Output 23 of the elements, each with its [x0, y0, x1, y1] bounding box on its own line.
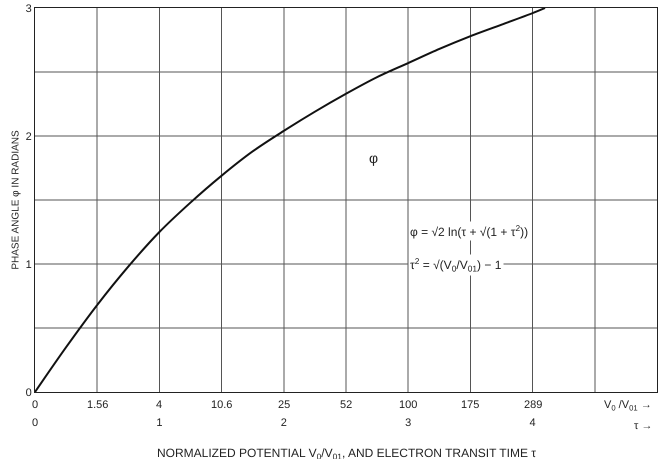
y-tick-label: 0	[26, 386, 32, 399]
text: 175	[461, 399, 480, 411]
x-tick-label: 2	[280, 417, 287, 430]
text: τ →	[634, 420, 652, 432]
text: V$_{0}$ /V$_{01}$ →	[604, 399, 652, 412]
annotation: φ = √2 ln(τ + √(1 + τ$^{2}$))	[410, 223, 528, 240]
text: 100	[399, 399, 418, 411]
text: 289	[524, 399, 542, 411]
x-tick-label: 1	[156, 417, 162, 430]
y-tick-label: 3	[26, 2, 32, 15]
text: 52	[340, 399, 352, 411]
y-tick-label: 1	[26, 258, 32, 271]
annotation: φ	[369, 150, 378, 166]
y-axis-title: PHASE ANGLE φ IN RADIANS	[10, 130, 22, 270]
x-tick-label: 4	[530, 417, 536, 430]
x-tick-label: 3	[405, 417, 412, 430]
text: 1.56	[87, 399, 108, 411]
text: 10.6	[211, 399, 232, 411]
text: 25	[278, 399, 290, 411]
annotation: τ$^{2}$ = √(V$_{0}$/V$_{01}$) − 1	[410, 256, 502, 274]
y-tick-label: 2	[26, 130, 32, 143]
text: 4	[156, 399, 162, 411]
line-series	[35, 8, 546, 392]
